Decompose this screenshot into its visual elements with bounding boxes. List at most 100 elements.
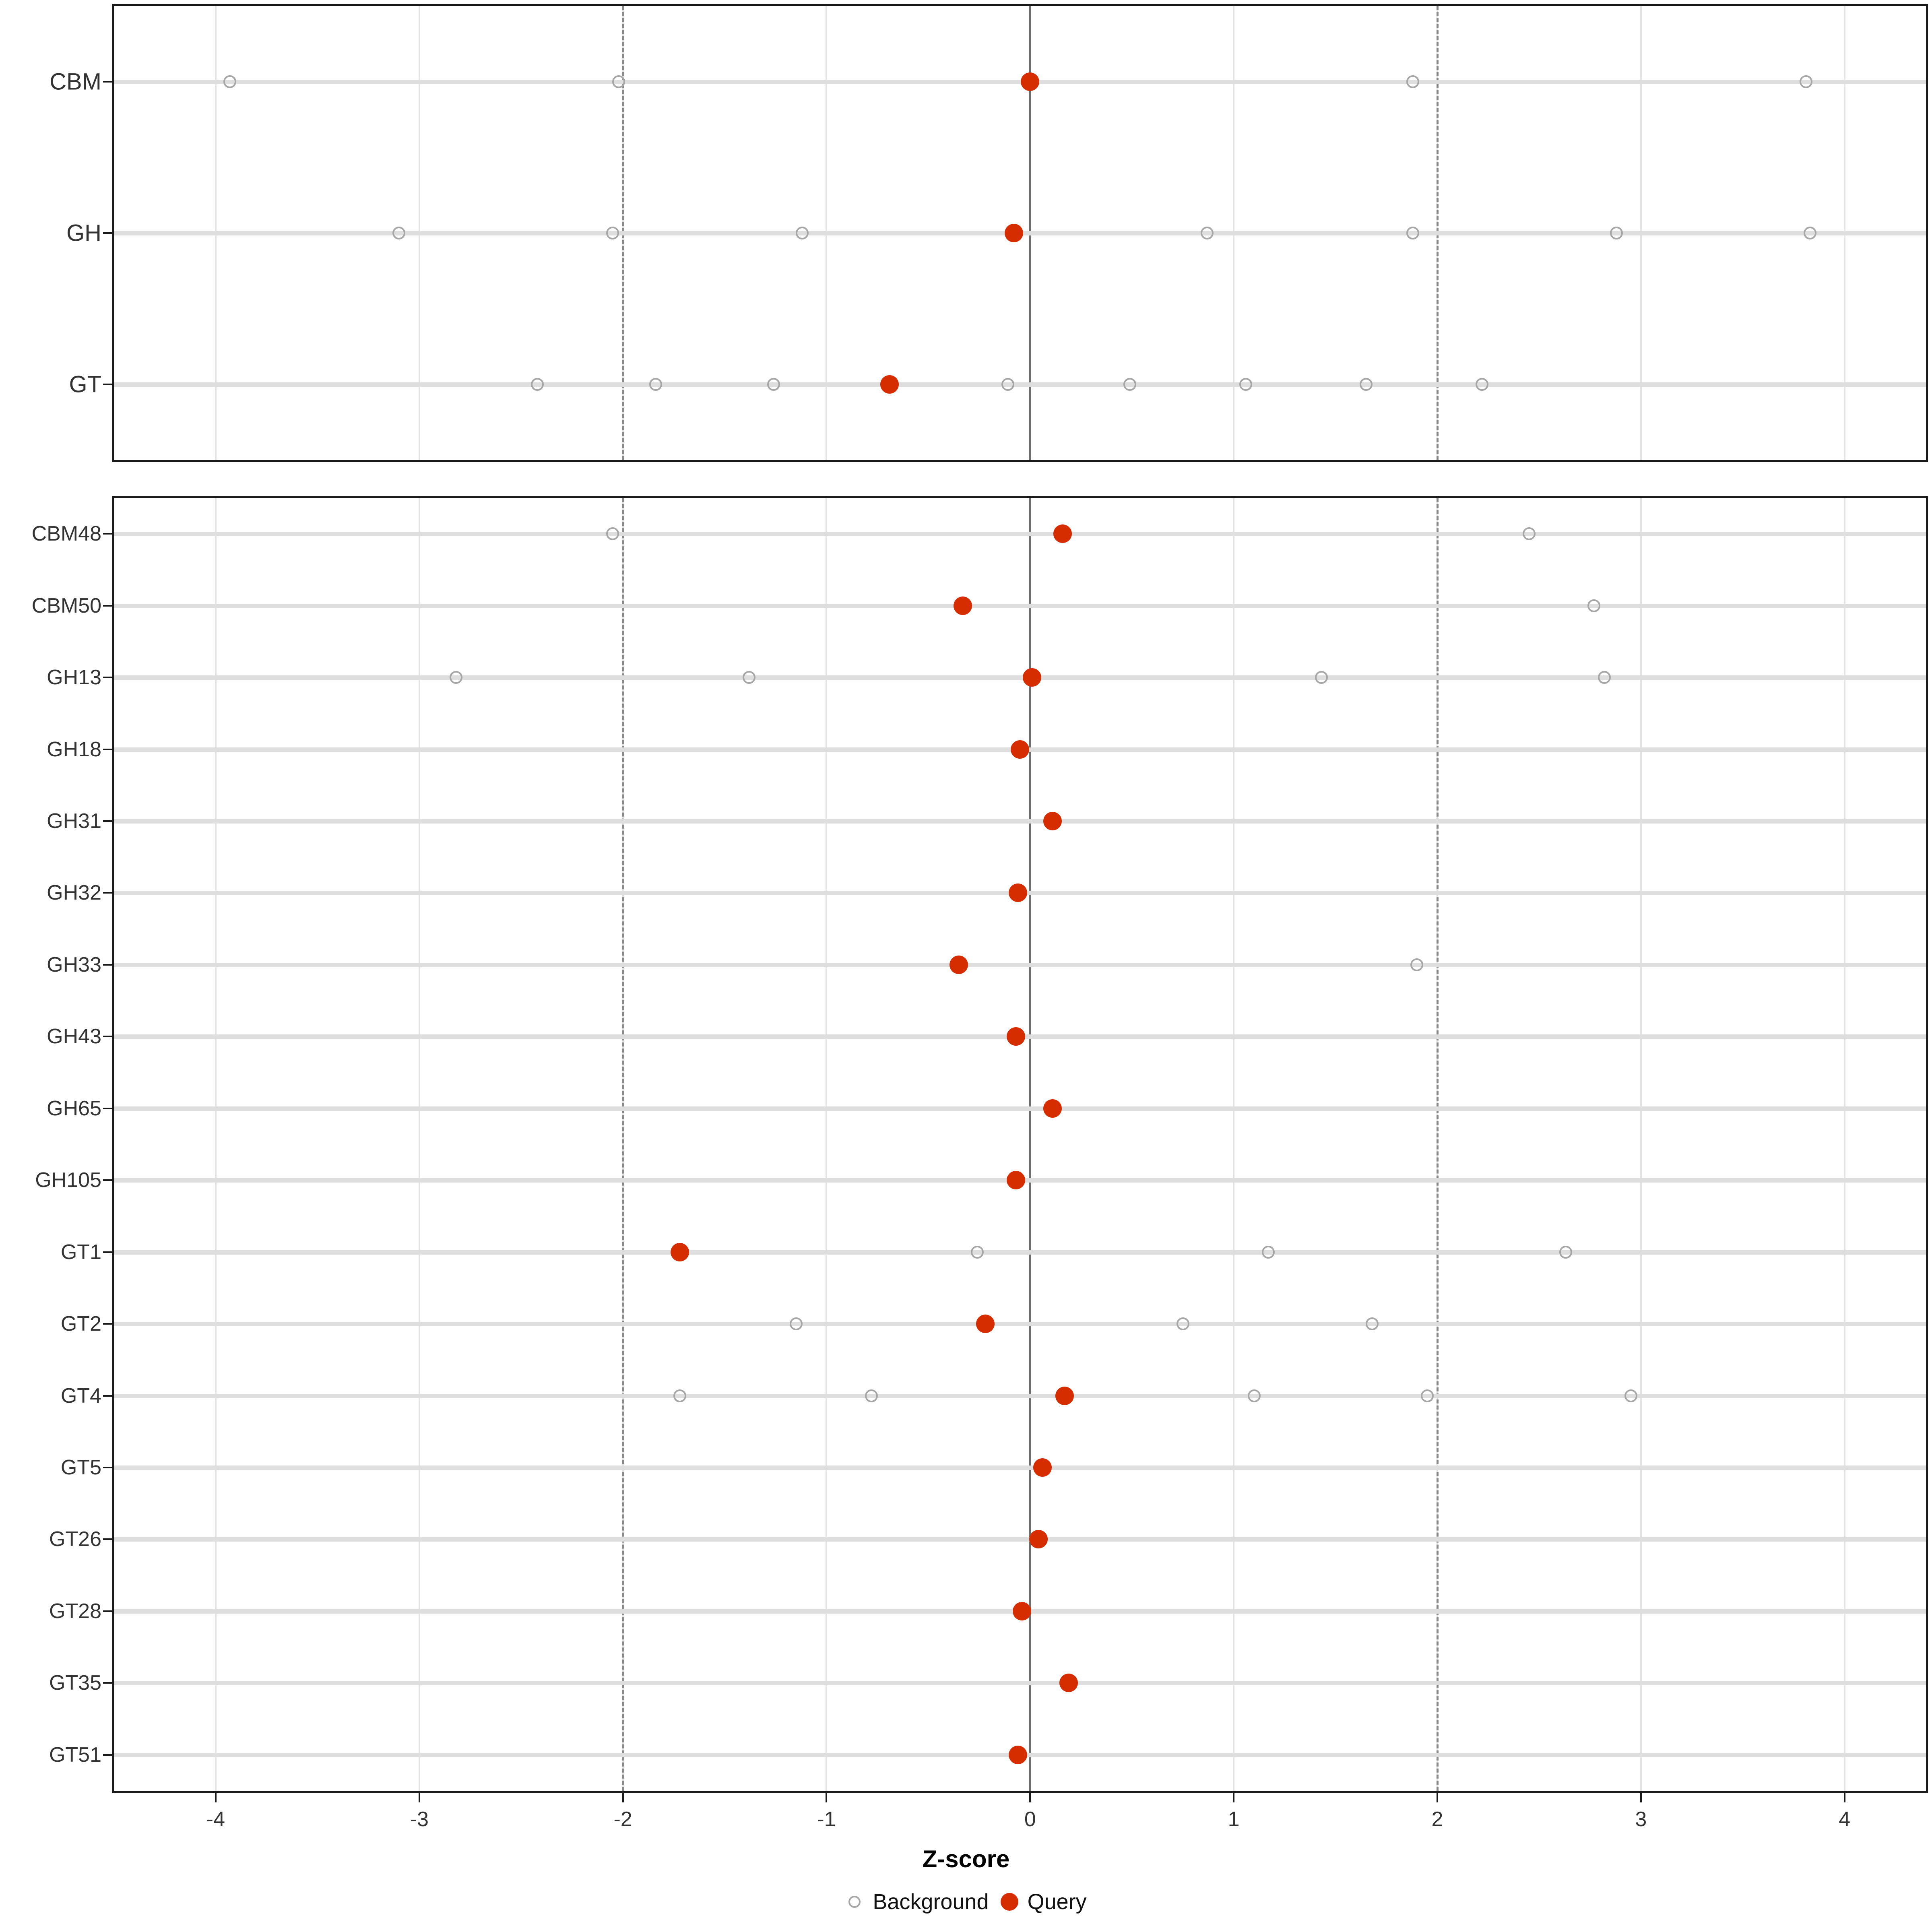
data-point-query[interactable]	[1055, 1386, 1074, 1405]
x-axis-tick-3	[1640, 1793, 1642, 1802]
data-point-background[interactable]	[606, 527, 619, 541]
data-point-background[interactable]	[1406, 75, 1420, 88]
data-point-query[interactable]	[954, 596, 972, 615]
reference-line-0	[1029, 498, 1031, 1791]
data-point-background[interactable]	[1522, 527, 1536, 541]
data-point-background[interactable]	[1239, 378, 1253, 391]
data-point-background[interactable]	[649, 378, 662, 391]
data-point-query[interactable]	[1023, 668, 1042, 687]
data-point-background[interactable]	[1247, 1389, 1261, 1402]
y-axis-tick	[103, 533, 112, 535]
row-gridline	[114, 1393, 1926, 1398]
data-point-query[interactable]	[1033, 1458, 1052, 1477]
data-point-background[interactable]	[743, 671, 756, 684]
data-point-background[interactable]	[223, 75, 237, 88]
data-point-background[interactable]	[795, 227, 809, 239]
x-axis-tick-label--2: -2	[613, 1808, 632, 1831]
data-point-query[interactable]	[880, 375, 899, 394]
data-point-background[interactable]	[767, 378, 780, 391]
y-axis-tick	[103, 748, 112, 750]
y-axis-label-gh32: GH32	[47, 881, 101, 905]
y-axis-label-gh13: GH13	[47, 666, 101, 689]
data-point-background[interactable]	[449, 671, 462, 684]
data-point-query[interactable]	[1029, 1530, 1048, 1549]
data-point-background[interactable]	[1406, 227, 1420, 239]
y-axis-tick	[103, 1538, 112, 1540]
data-point-query[interactable]	[1006, 1171, 1025, 1190]
data-point-background[interactable]	[1420, 1389, 1434, 1402]
y-axis-label-gt2: GT2	[60, 1312, 101, 1336]
y-axis-label-gt5: GT5	[60, 1456, 101, 1479]
y-axis-tick	[103, 1036, 112, 1038]
data-point-background[interactable]	[1803, 227, 1816, 239]
y-axis-tick	[103, 232, 112, 234]
y-axis-label-cbm48: CBM48	[31, 522, 101, 546]
row-gridline	[114, 1250, 1926, 1255]
data-point-background[interactable]	[1799, 75, 1812, 88]
gridline-x--4	[215, 498, 217, 1791]
y-axis-label-gt: GT	[69, 371, 101, 398]
x-axis-tick-2	[1436, 1793, 1438, 1802]
data-point-query[interactable]	[1043, 812, 1062, 830]
data-point-query[interactable]	[976, 1315, 995, 1333]
row-gridline	[114, 1537, 1926, 1542]
data-point-background[interactable]	[612, 75, 625, 88]
data-point-background[interactable]	[1176, 1317, 1189, 1331]
y-axis-tick	[103, 1395, 112, 1397]
data-point-background[interactable]	[1123, 378, 1137, 391]
data-point-background[interactable]	[1001, 378, 1014, 391]
x-axis-tick--4	[215, 1793, 217, 1802]
gridline-x-1	[1233, 498, 1235, 1791]
y-axis-tick	[103, 1323, 112, 1325]
gridline-x--1	[826, 498, 828, 1791]
data-point-background[interactable]	[1610, 227, 1623, 239]
data-point-background[interactable]	[1587, 599, 1601, 612]
legend-item-background[interactable]: Background	[845, 1889, 989, 1914]
x-axis-tick-label-1: 1	[1228, 1808, 1240, 1831]
data-point-query[interactable]	[1004, 224, 1023, 242]
data-point-background[interactable]	[1476, 378, 1489, 391]
data-point-background[interactable]	[1366, 1317, 1379, 1331]
data-point-query[interactable]	[1053, 524, 1072, 543]
y-axis-label-gt26: GT26	[49, 1527, 101, 1551]
data-point-query[interactable]	[1059, 1674, 1078, 1693]
row-gridline	[114, 532, 1926, 537]
x-axis-tick--3	[418, 1793, 420, 1802]
data-point-background[interactable]	[531, 378, 544, 391]
data-point-background[interactable]	[1598, 671, 1611, 684]
data-point-background[interactable]	[1315, 671, 1328, 684]
x-axis-tick-0	[1029, 1793, 1031, 1802]
data-point-background[interactable]	[970, 1245, 984, 1259]
row-gridline	[114, 675, 1926, 680]
panel-bottom	[112, 496, 1928, 1793]
x-axis-tick-label--4: -4	[206, 1808, 225, 1831]
data-point-background[interactable]	[1624, 1389, 1637, 1402]
y-axis-tick	[103, 1107, 112, 1109]
data-point-background[interactable]	[789, 1317, 803, 1331]
data-point-query[interactable]	[671, 1243, 689, 1261]
data-point-query[interactable]	[949, 955, 968, 974]
legend-item-query[interactable]: Query	[1000, 1889, 1087, 1914]
data-point-background[interactable]	[1201, 227, 1214, 239]
plot-area-top	[114, 6, 1926, 460]
data-point-background[interactable]	[673, 1389, 687, 1402]
data-point-query[interactable]	[1013, 1602, 1032, 1620]
data-point-background[interactable]	[1262, 1245, 1275, 1259]
data-point-query[interactable]	[1006, 1027, 1025, 1046]
data-point-background[interactable]	[1410, 958, 1424, 971]
data-point-query[interactable]	[1021, 72, 1040, 91]
data-point-background[interactable]	[865, 1389, 878, 1402]
data-point-query[interactable]	[1043, 1099, 1062, 1118]
data-point-query[interactable]	[1008, 1745, 1027, 1764]
row-gridline	[114, 1106, 1926, 1111]
data-point-background[interactable]	[1359, 378, 1373, 391]
data-point-query[interactable]	[1011, 740, 1029, 759]
y-axis-label-gt28: GT28	[49, 1599, 101, 1623]
y-axis-label-gt35: GT35	[49, 1671, 101, 1695]
data-point-background[interactable]	[1559, 1245, 1572, 1259]
data-point-background[interactable]	[606, 227, 619, 239]
y-axis-tick	[103, 605, 112, 607]
x-axis-tick-1	[1233, 1793, 1235, 1802]
data-point-query[interactable]	[1008, 883, 1027, 902]
data-point-background[interactable]	[392, 227, 406, 239]
